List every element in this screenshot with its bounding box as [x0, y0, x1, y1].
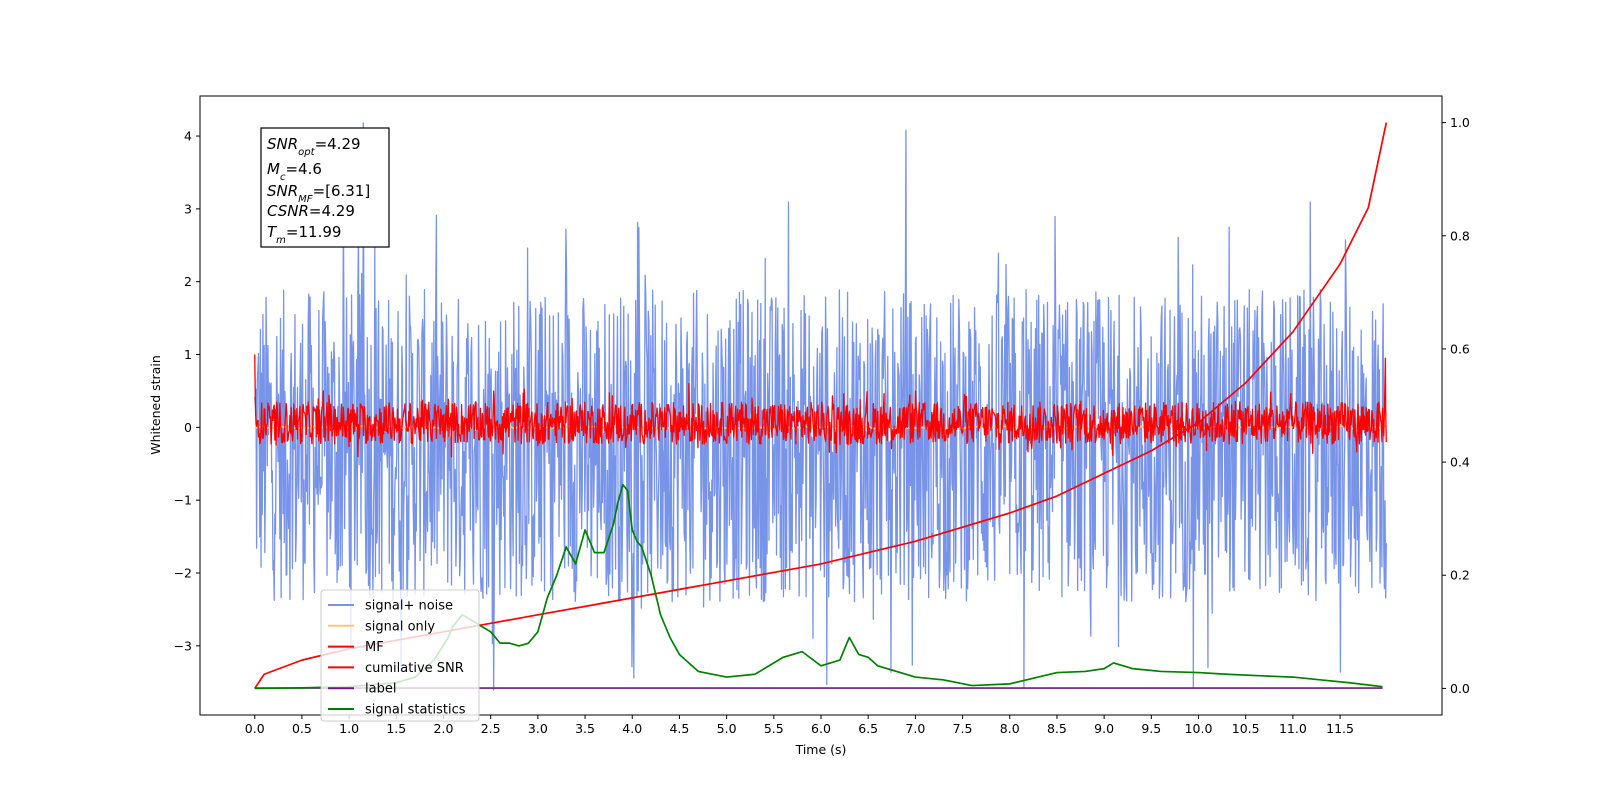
series-mf [254, 354, 1387, 458]
x-tick-label: 5.0 [717, 721, 737, 736]
y2-tick-label: 0.6 [1450, 341, 1470, 356]
y-tick-label: −2 [174, 565, 192, 580]
annotation-mc: Mc=4.6 [267, 160, 322, 183]
y2-tick-label: 1.0 [1450, 115, 1470, 130]
x-tick-label: 7.5 [953, 721, 973, 736]
legend-label-label: label [365, 682, 396, 697]
legend-label-cumilative-snr: cumilative SNR [365, 661, 464, 676]
x-tick-label: 7.0 [905, 721, 925, 736]
annotation-csnr: CSNR=4.29 [267, 202, 355, 220]
y2-tick-label: 0.2 [1450, 568, 1470, 583]
x-tick-label: 0.0 [245, 721, 265, 736]
legend-label-signal-only: signal only [365, 619, 435, 634]
annotation-mc-value: =4.6 [285, 160, 321, 178]
annotation-box: SNRopt=4.29 Mc=4.6 SNRMF=[6.31] CSNR=4.2… [260, 127, 390, 248]
y-tick-label: −3 [174, 638, 192, 653]
legend: signal+ noise signal only MF cumilative SNR… [320, 589, 480, 722]
x-tick-label: 4.5 [669, 721, 689, 736]
legend-label-signal-noise: signal+ noise [365, 599, 453, 614]
y-tick-label: 2 [184, 274, 192, 289]
series-signal-noise [254, 122, 1387, 691]
ticks-layer: 0.0 0.5 1.0 1.5 2.0 2.5 3.0 3.5 4.0 4.5 5.0 5.5 6.0 6… [174, 115, 1470, 736]
y2-tick-label: 0.0 [1450, 681, 1470, 696]
x-tick-label: 11.5 [1326, 721, 1354, 736]
annotation-snr-opt-value: =4.29 [315, 135, 361, 153]
x-tick-label: 9.5 [1141, 721, 1161, 736]
annotation-snr-opt: SNRopt=4.29 [267, 135, 361, 158]
x-tick-label: 5.5 [764, 721, 784, 736]
annotation-csnr-value: =4.29 [309, 202, 355, 220]
x-tick-label: 6.0 [811, 721, 831, 736]
x-tick-label: 4.0 [622, 721, 642, 736]
annotation-snr-mf-value: =[6.31] [313, 182, 371, 200]
y-axis-label: Whitened strain [148, 355, 163, 454]
x-axis-label: Time (s) [795, 742, 847, 757]
annotation-frame [260, 127, 390, 248]
x-tick-label: 2.5 [481, 721, 501, 736]
y2-tick-label: 0.8 [1450, 228, 1470, 243]
annotation-snr-mf: SNRMF=[6.31] [267, 182, 370, 205]
x-tick-label: 0.5 [292, 721, 312, 736]
x-tick-label: 10.0 [1185, 721, 1213, 736]
y-tick-label: 4 [184, 129, 192, 144]
y-tick-label: 1 [184, 347, 192, 362]
x-tick-label: 8.5 [1047, 721, 1067, 736]
annotation-tm: Tm=11.99 [267, 223, 341, 246]
x-tick-label: 1.0 [339, 721, 359, 736]
x-tick-label: 10.5 [1232, 721, 1260, 736]
x-tick-label: 8.0 [1000, 721, 1020, 736]
y-tick-label: 3 [184, 201, 192, 216]
x-tick-label: 3.0 [528, 721, 548, 736]
x-tick-label: 2.0 [434, 721, 454, 736]
x-tick-label: 9.0 [1094, 721, 1114, 736]
legend-label-mf: MF [365, 640, 384, 655]
y-tick-label: −1 [174, 493, 192, 508]
x-tick-label: 11.0 [1279, 721, 1307, 736]
y2-tick-label: 0.4 [1450, 455, 1470, 470]
annotation-tm-value: =11.99 [286, 223, 342, 241]
x-tick-label: 6.5 [858, 721, 878, 736]
y-tick-label: 0 [184, 420, 192, 435]
legend-frame [320, 589, 480, 722]
series-signal-statistics [254, 483, 1383, 690]
x-tick-label: 3.5 [575, 721, 595, 736]
legend-label-signal-statistics: signal statistics [365, 703, 466, 718]
x-tick-label: 1.5 [386, 721, 406, 736]
